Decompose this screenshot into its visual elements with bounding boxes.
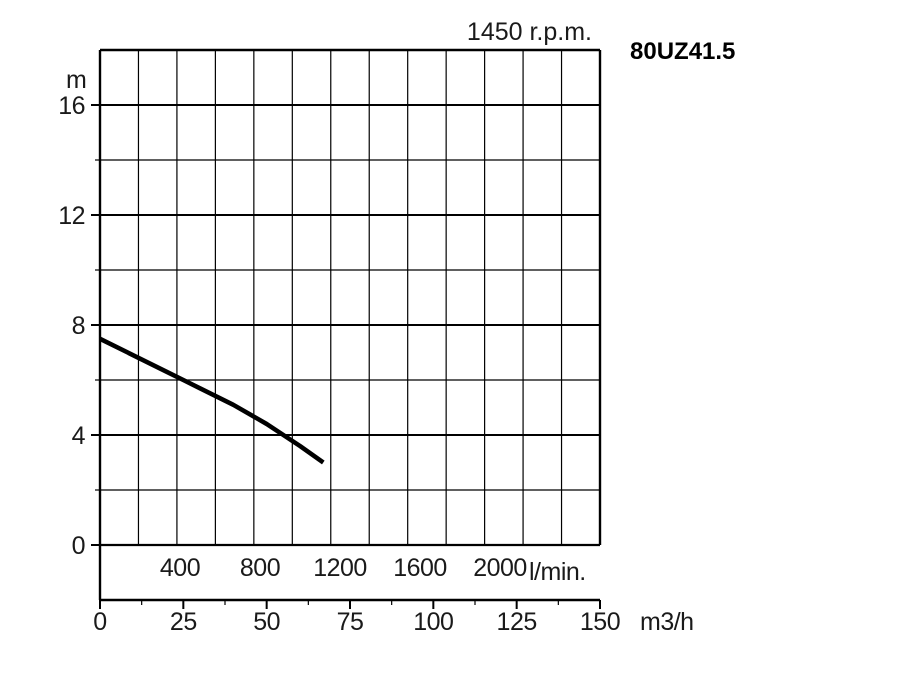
- x-tick-label-m3h: 125: [497, 608, 537, 636]
- x-axis-unit-m3h: m3/h: [640, 608, 694, 636]
- y-tick-label: 12: [58, 202, 85, 230]
- x-tick-label-lmin: 1600: [393, 554, 447, 582]
- speed-label: 1450 r.p.m.: [467, 18, 592, 46]
- y-tick-label: 16: [58, 92, 85, 120]
- x-tick-label-lmin: 2000: [473, 554, 527, 582]
- head-flow-curve: [99, 336, 325, 465]
- chart-grid: [100, 50, 600, 545]
- x-tick-label-lmin: 1200: [313, 554, 367, 582]
- x-tick-label-m3h: 150: [580, 608, 620, 636]
- y-tick-label: 0: [72, 532, 85, 560]
- x-tick-label-m3h: 0: [93, 608, 106, 636]
- x-tick-label-m3h: 50: [253, 608, 280, 636]
- y-tick-label: 4: [72, 422, 86, 450]
- y-tick-label: 8: [72, 312, 85, 340]
- x-tick-label-lmin: 400: [160, 554, 200, 582]
- model-title: 80UZ41.5: [630, 38, 735, 65]
- performance-curve: [99, 336, 325, 465]
- x-tick-label-m3h: 25: [170, 608, 197, 636]
- x-tick-label-m3h: 75: [337, 608, 364, 636]
- y-axis-label: m: [66, 66, 86, 94]
- chart-labels: 0 4 8 12 16 0 25 50 75 100 125 150 400 800 1200 1600 200…: [58, 92, 620, 636]
- x-tick-label-m3h: 100: [413, 608, 453, 636]
- chart-axes: [91, 48, 602, 609]
- x-axis-unit-lmin: l/min.: [529, 558, 586, 586]
- x-tick-label-lmin: 800: [240, 554, 280, 582]
